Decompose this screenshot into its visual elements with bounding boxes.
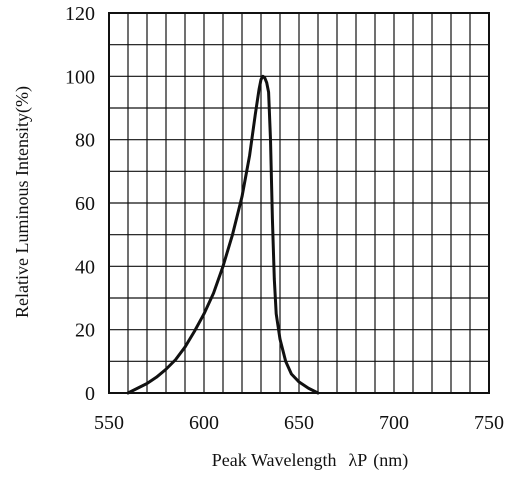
x-tick-label: 650: [284, 412, 314, 434]
x-tick-label: 600: [189, 412, 219, 434]
y-tick-label: 100: [65, 66, 95, 88]
x-axis-label: Peak Wavelength λP (nm): [212, 450, 408, 471]
y-tick-label: 40: [75, 256, 95, 278]
y-tick-labels: 0 20 40 60 80 100 120: [65, 3, 95, 405]
grid: [109, 13, 489, 393]
y-tick-label: 60: [75, 193, 95, 215]
plot-frame: [108, 12, 490, 394]
x-axis-label-text: Peak Wavelength: [212, 450, 337, 470]
x-tick-label: 700: [379, 412, 409, 434]
x-tick-label: 550: [94, 412, 124, 434]
y-tick-label: 80: [75, 130, 95, 152]
y-axis-label: Relative Luminous Intensity(%): [12, 86, 33, 318]
x-tick-label: 750: [474, 412, 504, 434]
y-tick-label: 120: [65, 3, 95, 25]
intensity-curve: [126, 74, 320, 395]
x-tick-labels: 550 600 650 700 750: [94, 412, 504, 434]
y-tick-label: 0: [85, 383, 95, 405]
x-axis-symbol: λP: [348, 450, 367, 470]
y-tick-label: 20: [75, 320, 95, 342]
x-axis-unit: (nm): [373, 450, 408, 471]
